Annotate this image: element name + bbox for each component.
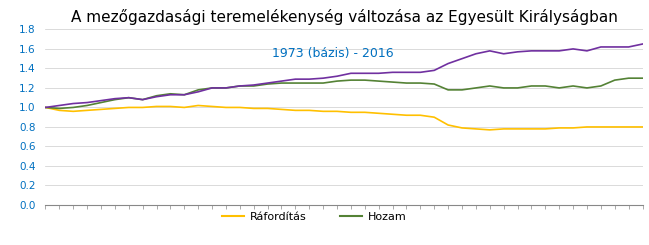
Text: 1973 (bázis) - 2016: 1973 (bázis) - 2016 xyxy=(273,47,394,60)
Title: A mezőgazdasági teremelékenység változása az Egyesült Királyságban: A mezőgazdasági teremelékenység változás… xyxy=(71,10,617,25)
Legend: Termelékenység (Hozam/Ráfordítás): Termelékenység (Hozam/Ráfordítás) xyxy=(151,242,393,245)
